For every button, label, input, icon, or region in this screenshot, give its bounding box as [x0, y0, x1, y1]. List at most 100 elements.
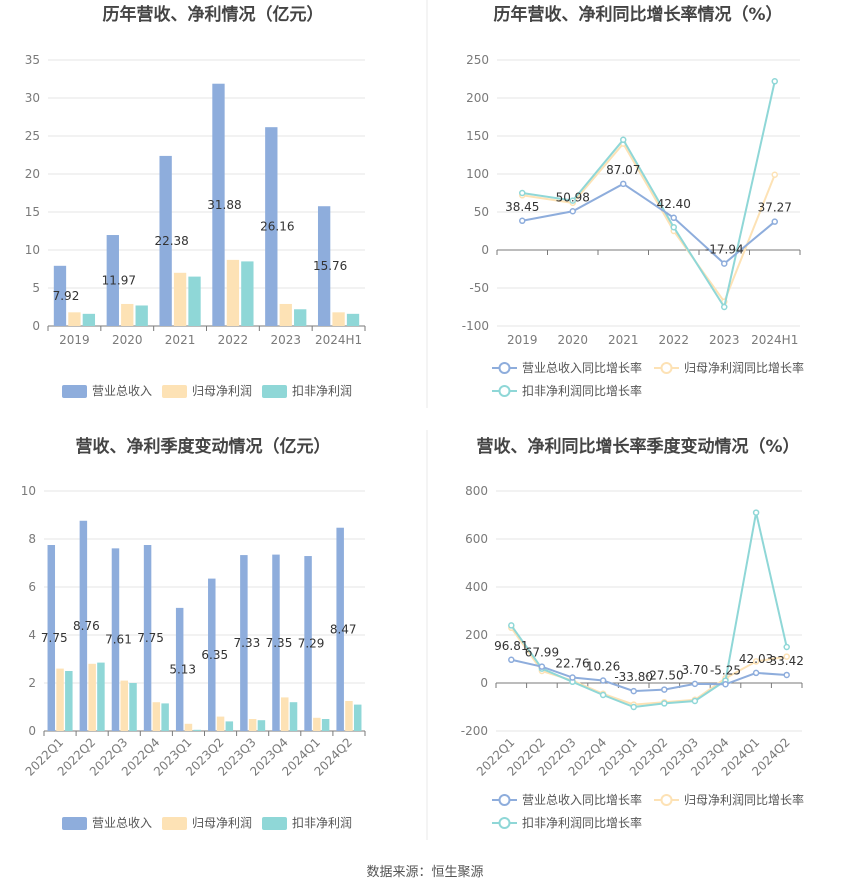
annual-line-legend-label: 归母净利润同比增长率: [684, 360, 804, 375]
quarter-bar-legend-swatch: [62, 817, 87, 830]
annual-line-line-s0: [522, 182, 776, 265]
quarter-line-point-s2: [630, 703, 637, 711]
annual-bar-title: 历年营收、净利情况（亿元）: [103, 4, 324, 25]
quarter-bar-bar-s0: [304, 556, 312, 731]
quarter-bar-legend-swatch: [262, 817, 287, 830]
quarter-line-point-s0: [661, 686, 668, 693]
quarter-bar-data-label: 7.75: [41, 631, 68, 645]
quarter-line-data-label: 22.76: [555, 657, 589, 671]
quarter-bar-data-label: 7.35: [266, 636, 293, 650]
annual-bar-xtick-label: 2019: [59, 333, 90, 347]
quarter-line-legend-label: 归母净利润同比增长率: [684, 792, 804, 807]
annual-bar-ytick-label: 10: [25, 243, 40, 257]
annual-line-xtick-label: 2019: [507, 333, 538, 347]
quarter-bar-bar-s1: [345, 701, 353, 731]
annual-line-ytick-label: 200: [466, 91, 489, 105]
quarter-line-ytick-label: 800: [465, 484, 488, 498]
quarter-bar-data-label: 7.29: [298, 637, 325, 651]
annual-bar-ytick-label: 25: [25, 129, 40, 143]
quarter-bar-ytick-label: 4: [28, 628, 36, 642]
annual-line-data-label: -17.94: [705, 243, 744, 257]
annual-line-ytick-label: 50: [474, 205, 489, 219]
quarter-bar-data-label: 7.61: [105, 633, 132, 647]
quarter-bar-bar-s2: [321, 719, 330, 731]
quarter-line-ytick-label: 200: [465, 628, 488, 642]
annual-line-point-s0: [569, 208, 576, 215]
quarter-line-title: 营收、净利同比增长率季度变动情况（%）: [476, 436, 799, 457]
annual-bar-xtick-label: 2023: [270, 333, 301, 347]
annual-bar-xtick-label: 2021: [165, 333, 196, 347]
quarter-line-point-s0: [783, 671, 790, 679]
quarter-bar-bar-s2: [193, 729, 201, 731]
quarter-line-point-s2: [691, 697, 699, 705]
annual-line-point-s2: [721, 303, 728, 311]
quarter-bar-data-label: 6.35: [201, 648, 228, 662]
annual-bar-xtick-label: 2024H1: [315, 333, 362, 347]
annual-line-data-label: 37.27: [758, 201, 792, 215]
annual-line-title: 历年营收、净利同比增长率情况（%）: [493, 4, 782, 25]
annual-line-point-s2: [771, 78, 778, 85]
annual-line-legend-marker: [660, 362, 673, 374]
annual-bar-bar-s1: [121, 303, 134, 326]
annual-line-data-label: 87.07: [606, 163, 640, 177]
quarter-line-data-label: -5.25: [710, 663, 741, 677]
quarter-line-point-s0: [569, 674, 576, 681]
quarter-bar-bar-s2: [225, 721, 234, 731]
annual-bar-bar-s2: [294, 309, 307, 326]
annual-line-ytick-label: -50: [469, 281, 489, 295]
quarter-bar-bar-s0: [272, 554, 280, 731]
annual-bar-bar-s1: [68, 312, 81, 326]
quarter-line-line-s2: [510, 512, 788, 709]
annual-bar-legend-swatch: [262, 385, 287, 398]
annual-bar-legend-label: 归母净利润: [192, 384, 252, 398]
annual-bar-bar-s1: [279, 303, 292, 326]
quarter-bar-data-label: 7.75: [137, 631, 164, 645]
quarter-bar-bar-s1: [248, 719, 257, 731]
quarter-line-ytick-label: 600: [465, 532, 488, 546]
quarter-bar-legend-swatch: [162, 817, 187, 830]
annual-line-ytick-label: 250: [466, 53, 489, 67]
quarter-line-point-s1: [752, 658, 760, 665]
quarter-line-point-s2: [599, 691, 607, 699]
quarter-bar-bar-s2: [129, 683, 137, 731]
quarter-bar-legend-label: 归母净利润: [192, 816, 252, 830]
quarter-line-point-s2: [661, 700, 668, 707]
annual-bar-data-label: 22.38: [154, 234, 188, 248]
annual-line-ytick-label: 0: [481, 243, 489, 257]
annual-bar-bar-s1: [226, 259, 240, 326]
annual-line-legend-marker: [498, 385, 511, 397]
annual-line-point-s2: [620, 136, 627, 144]
quarter-bar-ytick-label: 8: [28, 532, 36, 546]
annual-line-xtick-label: 2022: [658, 333, 689, 347]
quarter-bar-bar-s0: [47, 545, 56, 731]
quarter-line-ytick-label: 0: [480, 676, 488, 690]
annual-line-xtick-label: 2024H1: [751, 333, 798, 347]
annual-bar-bar-s2: [135, 305, 148, 326]
quarter-bar-bar-s0: [79, 520, 88, 731]
quarter-bar-bar-s2: [161, 703, 169, 731]
quarter-line-data-label: 3.70: [682, 663, 709, 677]
annual-bar-ytick-label: 35: [25, 53, 40, 67]
annual-bar-bar-s1: [332, 312, 345, 326]
quarter-bar-ytick-label: 2: [28, 676, 36, 690]
quarter-line-point-s2: [752, 509, 760, 516]
annual-line-line-s1: [522, 141, 776, 304]
quarter-bar-chart: 02468102022Q12022Q22022Q32022Q42023Q1202…: [21, 484, 366, 830]
annual-bar-bar-s1: [173, 272, 187, 326]
annual-line-data-label: 42.40: [657, 197, 691, 211]
quarter-bar-ytick-label: 0: [28, 724, 36, 738]
annual-bar-data-label: 15.76: [313, 259, 347, 273]
quarter-line-data-label: 10.26: [586, 660, 620, 674]
annual-bar-ytick-label: 15: [25, 205, 40, 219]
annual-bar-bar-s0: [265, 127, 278, 327]
quarter-line-data-label: 67.99: [525, 646, 559, 660]
quarter-bar-bar-s2: [65, 671, 73, 731]
annual-line-legend-label: 营业总收入同比增长率: [522, 360, 642, 375]
quarter-bar-bar-s1: [152, 702, 161, 731]
quarter-bar-bar-s2: [97, 662, 105, 731]
quarter-bar-bar-s0: [336, 527, 344, 731]
annual-line-point-s2: [670, 223, 677, 231]
data-source-note: 数据来源：恒生聚源: [366, 865, 483, 880]
annual-bar-data-label: 7.92: [53, 289, 80, 303]
